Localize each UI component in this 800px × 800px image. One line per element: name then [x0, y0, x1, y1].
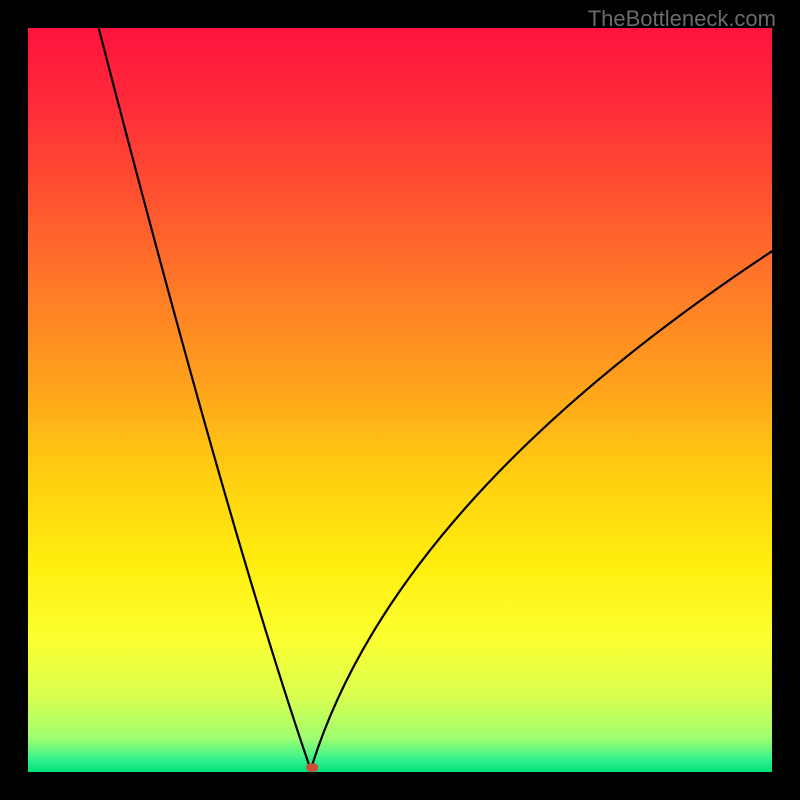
gradient-area — [28, 28, 772, 772]
chart-canvas — [0, 0, 800, 800]
bottleneck-chart: TheBottleneck.com — [0, 0, 800, 800]
optimal-marker — [306, 763, 318, 771]
watermark-text: TheBottleneck.com — [588, 6, 776, 32]
